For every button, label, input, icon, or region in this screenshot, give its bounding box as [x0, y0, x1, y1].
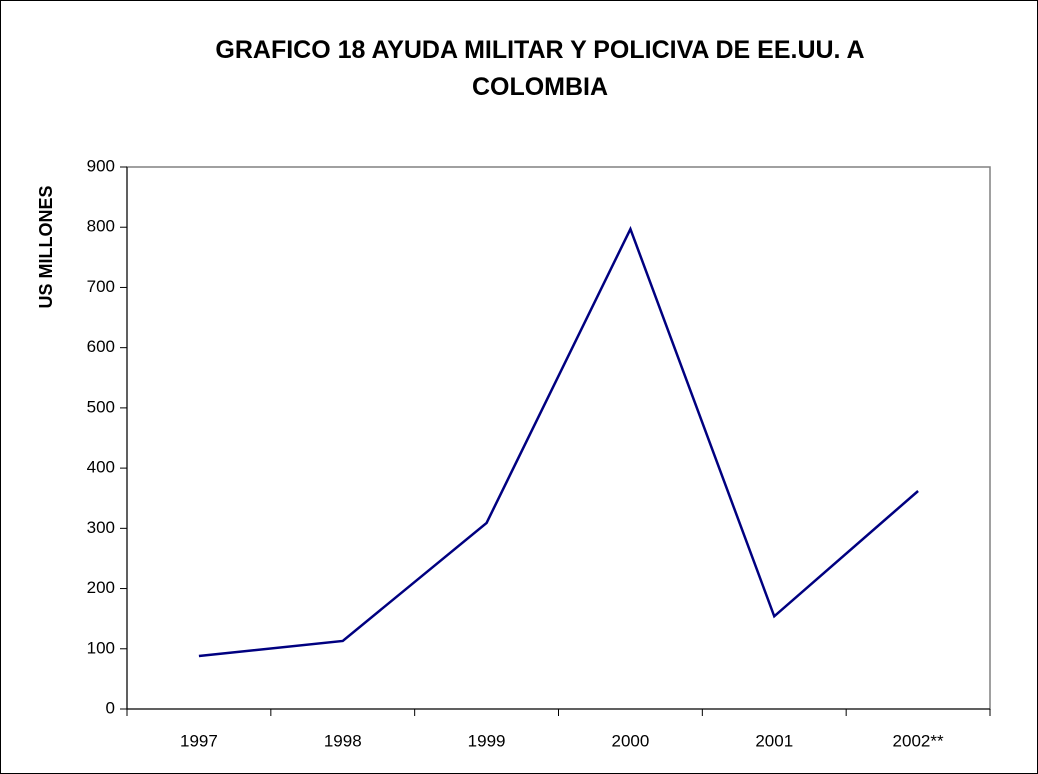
- x-tick-label: 2002**: [893, 731, 944, 750]
- x-tick-label: 1998: [324, 731, 362, 750]
- y-tick-label: 100: [87, 638, 115, 657]
- y-axis-label: US MILLONES: [36, 185, 56, 308]
- chart-title: GRAFICO 18 AYUDA MILITAR Y POLICIVA DE E…: [215, 36, 865, 101]
- x-tick-label: 1999: [468, 731, 506, 750]
- y-tick-label: 0: [106, 698, 115, 717]
- data-line: [198, 225, 919, 658]
- x-tick-label: 2000: [612, 731, 650, 750]
- x-tick-label: 2001: [755, 731, 793, 750]
- plot-area: [126, 166, 991, 710]
- y-tick-label: 400: [87, 458, 115, 477]
- y-tick-label: 900: [87, 156, 115, 175]
- y-tick-label: 700: [87, 277, 115, 296]
- y-tick-label: 300: [87, 518, 115, 537]
- y-tick-label: 800: [87, 217, 115, 236]
- x-tick-label: 1997: [180, 731, 218, 750]
- y-tick-label: 200: [87, 578, 115, 597]
- y-tick-label: 500: [87, 397, 115, 416]
- y-tick-label: 600: [87, 337, 115, 356]
